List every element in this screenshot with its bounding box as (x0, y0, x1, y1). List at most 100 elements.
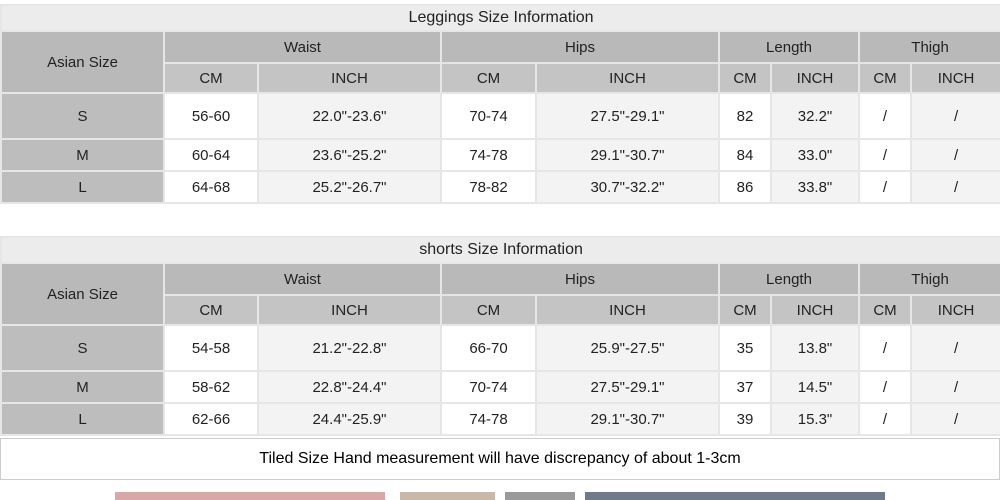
unit-header: INCH (535, 62, 720, 94)
value-cell: 39 (718, 402, 772, 436)
value-cell: / (858, 138, 912, 172)
group-header: Hips (440, 262, 720, 296)
value-cell: 27.5"-29.1" (535, 370, 720, 404)
value-cell: 33.8" (770, 170, 860, 204)
value-cell: 66-70 (440, 324, 537, 372)
group-header: Thigh (857, 262, 1000, 296)
value-cell: 56-60 (163, 92, 259, 140)
group-header: Waist (163, 30, 442, 64)
unit-header: CM (858, 62, 912, 94)
group-header: Waist (163, 262, 442, 296)
value-cell: 84 (718, 138, 772, 172)
value-cell: 22.0"-23.6" (257, 92, 442, 140)
value-cell: 13.8" (770, 324, 860, 372)
unit-row: CM INCH CM INCH CM INCH CM INCH (1, 62, 1000, 94)
photo-strip (505, 492, 575, 500)
value-cell: 62-66 (163, 402, 259, 436)
value-cell: 58-62 (163, 370, 259, 404)
value-cell: 15.3" (770, 402, 860, 436)
value-cell: / (858, 92, 912, 140)
size-cell: L (0, 402, 165, 436)
value-cell: / (858, 324, 912, 372)
value-cell: 37 (718, 370, 772, 404)
group-row: Asian Size Waist Hips Length Thigh (0, 262, 1000, 326)
unit-header: INCH (257, 62, 442, 94)
value-cell: 82 (718, 92, 772, 140)
size-cell: M (0, 138, 165, 172)
table-title: shorts Size Information (0, 236, 1000, 264)
value-cell: 25.9"-27.5" (535, 324, 720, 372)
value-cell: / (909, 92, 1000, 140)
unit-header: INCH (909, 62, 1000, 94)
unit-header: INCH (257, 294, 442, 326)
measurement-note: Tiled Size Hand measurement will have di… (0, 438, 1000, 480)
value-cell: 25.2"-26.7" (257, 170, 442, 204)
group-header: Thigh (857, 30, 1000, 64)
unit-header: CM (440, 294, 537, 326)
value-cell: 27.5"-29.1" (535, 92, 720, 140)
value-cell: 32.2" (770, 92, 860, 140)
value-cell: 29.1"-30.7" (535, 402, 720, 436)
data-row: L 64-68 25.2"-26.7" 78-82 30.7"-32.2" 86 33.8"… (0, 170, 1000, 204)
unit-header: INCH (770, 294, 860, 326)
value-cell: 70-74 (440, 92, 537, 140)
unit-header: CM (163, 294, 259, 326)
title-row: shorts Size Information (0, 236, 1000, 264)
value-cell: / (909, 370, 1000, 404)
value-cell: / (909, 324, 1000, 372)
size-header: Asian Size (0, 30, 165, 94)
value-cell: 14.5" (770, 370, 860, 404)
unit-header: CM (858, 294, 912, 326)
group-header: Length (718, 30, 860, 64)
title-row: Leggings Size Information (0, 4, 1000, 32)
value-cell: 21.2"-22.8" (257, 324, 442, 372)
value-cell: 24.4"-25.9" (257, 402, 442, 436)
photo-strip (400, 492, 495, 500)
group-header: Length (718, 262, 860, 296)
data-row: S 56-60 22.0"-23.6" 70-74 27.5"-29.1" 82 32.2"… (0, 92, 1000, 140)
value-cell: 30.7"-32.2" (535, 170, 720, 204)
table-title: Leggings Size Information (0, 4, 1000, 32)
value-cell: / (909, 138, 1000, 172)
size-cell: S (0, 324, 165, 372)
unit-header: INCH (535, 294, 720, 326)
data-row: M 58-62 22.8"-24.4" 70-74 27.5"-29.1" 37 14.5"… (0, 370, 1000, 404)
value-cell: 29.1"-30.7" (535, 138, 720, 172)
group-row: Asian Size Waist Hips Length Thigh (0, 30, 1000, 94)
size-table: shorts Size Information Asian Size Waist Hi… (0, 236, 1000, 436)
size-cell: S (0, 92, 165, 140)
value-cell: / (858, 170, 912, 204)
unit-row: CM INCH CM INCH CM INCH CM INCH (1, 294, 1000, 326)
data-row: M 60-64 23.6"-25.2" 74-78 29.1"-30.7" 84 33.0"… (0, 138, 1000, 172)
photo-strip (585, 492, 885, 500)
data-row: L 62-66 24.4"-25.9" 74-78 29.1"-30.7" 39 15.3"… (0, 402, 1000, 436)
value-cell: 86 (718, 170, 772, 204)
value-cell: / (909, 402, 1000, 436)
value-cell: 74-78 (440, 402, 537, 436)
value-cell: 70-74 (440, 370, 537, 404)
value-cell: / (909, 170, 1000, 204)
value-cell: 54-58 (163, 324, 259, 372)
value-cell: / (858, 402, 912, 436)
size-header: Asian Size (0, 262, 165, 326)
value-cell: 22.8"-24.4" (257, 370, 442, 404)
value-cell: 74-78 (440, 138, 537, 172)
unit-header: INCH (770, 62, 860, 94)
photo-strip (115, 492, 385, 500)
value-cell: 23.6"-25.2" (257, 138, 442, 172)
value-cell: 35 (718, 324, 772, 372)
value-cell: 33.0" (770, 138, 860, 172)
unit-header: CM (718, 62, 772, 94)
size-cell: L (0, 170, 165, 204)
group-header: Hips (440, 30, 720, 64)
value-cell: 78-82 (440, 170, 537, 204)
value-cell: / (858, 370, 912, 404)
data-row: S 54-58 21.2"-22.8" 66-70 25.9"-27.5" 35 13.8"… (0, 324, 1000, 372)
unit-header: CM (440, 62, 537, 94)
value-cell: 64-68 (163, 170, 259, 204)
unit-header: CM (718, 294, 772, 326)
size-table: Leggings Size Information Asian Size Waist… (0, 4, 1000, 204)
unit-header: CM (163, 62, 259, 94)
unit-header: INCH (909, 294, 1000, 326)
